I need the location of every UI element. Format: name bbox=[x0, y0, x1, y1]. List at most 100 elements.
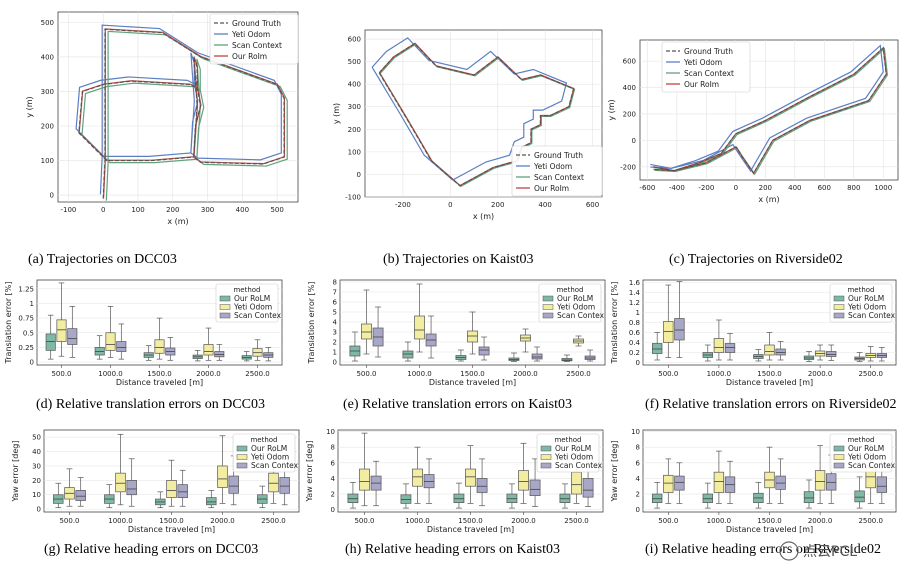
box-yeti-odom bbox=[64, 468, 75, 507]
legend-label: Yeti Odom bbox=[554, 453, 593, 462]
box-scan-contex bbox=[263, 347, 274, 362]
y-tick-label: 600 bbox=[348, 36, 361, 44]
y-tick-label: 0 bbox=[636, 359, 640, 367]
y-axis-label: Translation error [%] bbox=[610, 282, 619, 365]
legend-label: Our RoIm bbox=[684, 80, 719, 89]
chart-g: (g) Relative heading errors on DCC03 0 10 2… bbox=[11, 429, 300, 557]
y-tick-label: 1.2 bbox=[629, 299, 640, 307]
y-tick-label: 20 bbox=[32, 477, 41, 485]
y-tick-label: -200 bbox=[620, 163, 636, 171]
y-tick-label: 6 bbox=[636, 459, 641, 467]
box-yeti-odom bbox=[814, 344, 826, 361]
chart-a: (a) Trajectories on DCC03 -100 0 100 200 300 4… bbox=[25, 11, 299, 267]
box-our-rolm bbox=[559, 483, 571, 509]
x-tick-label: 1000.0 bbox=[405, 517, 430, 525]
y-tick-label: 40 bbox=[32, 448, 41, 456]
legend-swatch bbox=[833, 445, 845, 452]
box-yeti-odom bbox=[115, 433, 126, 506]
x-tick-label: -600 bbox=[639, 184, 655, 192]
box-scan-contex bbox=[177, 469, 188, 507]
box-scan-contex bbox=[165, 337, 176, 361]
legend-swatch bbox=[833, 304, 845, 310]
y-tick-label: 500 bbox=[348, 58, 361, 66]
x-tick-label: 2000.0 bbox=[196, 370, 221, 378]
x-tick-label: 300 bbox=[201, 206, 214, 214]
box-scan-contex bbox=[67, 306, 78, 358]
x-tick-label: 600 bbox=[586, 201, 599, 209]
x-axis-label: Distance traveled [m] bbox=[726, 525, 813, 534]
box-yeti-odom bbox=[154, 317, 165, 360]
iqr-box bbox=[476, 478, 488, 493]
caption: (d) Relative translation errors on DCC03 bbox=[36, 397, 265, 412]
y-tick-label: 10 bbox=[631, 428, 640, 436]
box-yeti-odom bbox=[865, 346, 876, 362]
box-our-rolm bbox=[94, 335, 105, 360]
x-tick-label: 400 bbox=[236, 206, 249, 214]
box-our-rolm bbox=[652, 481, 663, 509]
legend-swatch bbox=[833, 295, 845, 302]
caption: (h) Relative heading errors on Kaist03 bbox=[345, 542, 560, 557]
x-tick-label: 2500.0 bbox=[564, 517, 589, 525]
x-axis-label: Distance traveled [m] bbox=[128, 525, 215, 534]
box-scan-contex bbox=[876, 347, 887, 362]
x-tick-label: 2500.0 bbox=[566, 370, 591, 378]
box-our-rolm bbox=[347, 481, 359, 509]
y-tick-label: 0 bbox=[30, 359, 34, 367]
x-tick-label: 1000.0 bbox=[707, 517, 732, 525]
box-scan-contex bbox=[372, 306, 384, 358]
x-tick-label: 0 bbox=[448, 201, 452, 209]
iqr-box bbox=[652, 343, 663, 354]
legend-label: Our RoLM bbox=[848, 294, 884, 303]
box-our-rolm bbox=[453, 482, 465, 509]
legend-label: Scan Context bbox=[684, 69, 734, 78]
y-tick-label: 5 bbox=[333, 309, 337, 317]
y-tick-label: 30 bbox=[32, 462, 41, 470]
x-tick-label: 1000.0 bbox=[407, 370, 432, 378]
legend: Ground Truth Yeti Odom Scan Context Our RoI… bbox=[209, 13, 299, 65]
legend-box bbox=[232, 433, 296, 473]
y-tick-label: 0.6 bbox=[629, 329, 641, 337]
charts-layer: (a) Trajectories on DCC03-100 0 100 200 300 4… bbox=[4, 11, 899, 557]
box-our-rolm bbox=[753, 481, 764, 509]
y-axis-label: y (m) bbox=[607, 99, 616, 120]
iqr-box bbox=[803, 491, 815, 503]
legend-swatch bbox=[542, 295, 554, 302]
y-tick-label: 1 bbox=[636, 309, 640, 317]
x-tick-label: 500.0 bbox=[356, 370, 376, 378]
y-tick-label: 0 bbox=[50, 192, 54, 200]
iqr-box bbox=[115, 472, 126, 493]
legend-title: method bbox=[554, 436, 581, 444]
x-tick-label: 500.0 bbox=[354, 517, 374, 525]
legend-label: Yeti Odom bbox=[847, 453, 886, 462]
iqr-box bbox=[713, 338, 725, 353]
y-tick-label: 1.4 bbox=[629, 289, 641, 297]
trajectory-yeti-odom bbox=[650, 44, 884, 173]
box-our-rolm bbox=[854, 476, 865, 509]
iqr-box bbox=[582, 478, 594, 498]
x-tick-label: 600 bbox=[818, 184, 831, 192]
iqr-box bbox=[531, 353, 543, 360]
box-our-rolm bbox=[402, 341, 414, 362]
y-tick-label: 7 bbox=[333, 289, 337, 297]
box-yeti-odom bbox=[217, 435, 228, 504]
y-tick-label: 300 bbox=[348, 103, 361, 111]
y-axis-label: Yaw error [deg] bbox=[11, 440, 20, 502]
box-scan-contex bbox=[584, 349, 596, 362]
y-tick-label: 4 bbox=[636, 475, 641, 483]
x-tick-label: 500.0 bbox=[51, 370, 71, 378]
x-tick-label: -200 bbox=[698, 184, 714, 192]
y-tick-label: 1.25 bbox=[18, 285, 34, 293]
box-yeti-odom bbox=[359, 432, 370, 507]
y-tick-label: 100 bbox=[348, 148, 361, 156]
box-yeti-odom bbox=[166, 459, 177, 507]
iqr-box bbox=[465, 468, 476, 487]
x-tick-label: 2000.0 bbox=[210, 517, 235, 525]
iqr-box bbox=[674, 475, 685, 491]
x-tick-label: 0 bbox=[734, 184, 738, 192]
x-tick-label: 0 bbox=[101, 206, 105, 214]
legend-title: method bbox=[847, 436, 874, 444]
x-axis-label: Distance traveled [m] bbox=[726, 378, 813, 387]
iqr-box bbox=[571, 471, 582, 495]
